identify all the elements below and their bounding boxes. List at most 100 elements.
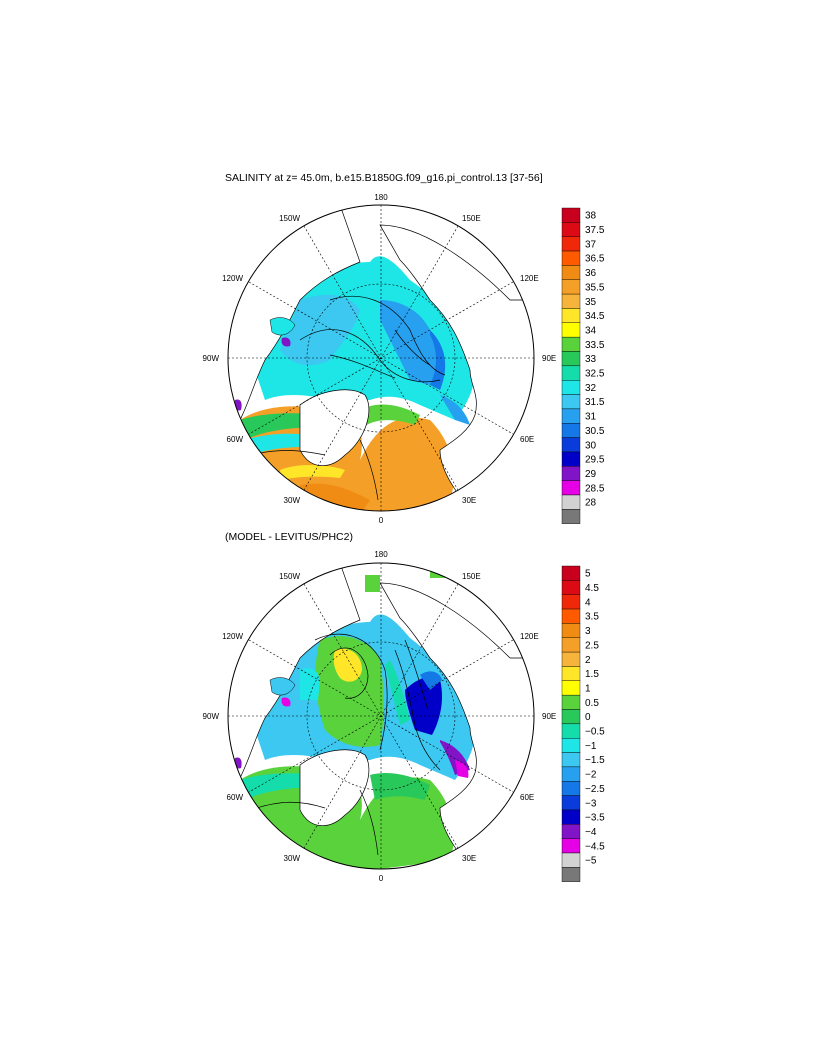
- lon-label-60w: 60W: [227, 793, 244, 802]
- colorbar-tick-label: −4: [585, 827, 597, 838]
- colorbar-tick-label: 31: [585, 412, 597, 423]
- colorbar-tick-label: 0.5: [585, 698, 599, 709]
- colorbar-tick-label: 0: [585, 712, 591, 723]
- colorbar-swatch: [561, 437, 581, 453]
- colorbar-tick-label: −1: [585, 741, 597, 752]
- colorbar-swatch: [561, 351, 581, 367]
- colorbar-tick-label: 29: [585, 469, 597, 480]
- lon-label-90e: 90E: [542, 712, 556, 721]
- colorbar-tick-label: 32.5: [585, 369, 605, 380]
- colorbar-swatch: [561, 293, 581, 309]
- lon-label-150w: 150W: [279, 572, 300, 581]
- salinity-map: 180 0 90W 90E 150W 150E 120W 120E 60W 60…: [203, 193, 557, 525]
- colorbar-tick-label: 2: [585, 655, 591, 666]
- colorbar-swatch: [561, 565, 581, 581]
- colorbar-swatch: [561, 279, 581, 295]
- colorbar-tick-label: 32: [585, 383, 597, 394]
- colorbar-swatch: [561, 466, 581, 481]
- colorbar-tick-label: 28: [585, 498, 597, 509]
- colorbar-swatch: [561, 723, 581, 739]
- colorbar-swatch: [561, 752, 581, 768]
- greenland-land: [299, 389, 370, 466]
- colorbar-tick-label: 31.5: [585, 397, 605, 408]
- lon-label-60w: 60W: [227, 435, 244, 444]
- difference-panel-title: (MODEL - LEVITUS/PHC2): [225, 531, 353, 543]
- lon-label-30e: 30E: [462, 854, 476, 863]
- greenland-land: [299, 749, 370, 826]
- colorbar-tick-label: 35: [585, 297, 597, 308]
- colorbar-tick-label: 33: [585, 354, 597, 365]
- colorbar-swatch: [561, 236, 581, 252]
- lon-label-180: 180: [374, 550, 388, 559]
- colorbar-swatch: [561, 509, 581, 524]
- colorbar-swatch: [561, 423, 581, 438]
- colorbar-swatch: [561, 781, 581, 796]
- map-boundary-circle: [227, 562, 535, 870]
- eurasia-land: [379, 582, 534, 869]
- salinity-colorbar: 38 37.5 37 36.5 36 35.5 35 34.5 34 33.5 33 32.5 32 31…: [561, 207, 605, 524]
- lon-label-60e: 60E: [520, 435, 534, 444]
- lon-label-90e: 90E: [542, 354, 556, 363]
- colorbar-tick-label: 28.5: [585, 483, 605, 494]
- lon-label-60e: 60E: [520, 793, 534, 802]
- colorbar-tick-label: 1.5: [585, 669, 599, 680]
- colorbar-swatch: [561, 809, 581, 825]
- colorbar-tick-label: 30: [585, 440, 597, 451]
- colorbar-tick-label: 30.5: [585, 426, 605, 437]
- colorbar-tick-label: −4.5: [585, 841, 605, 852]
- colorbar-swatch: [561, 824, 581, 839]
- colorbar-tick-label: 29.5: [585, 455, 605, 466]
- colorbar-swatch: [561, 694, 581, 710]
- colorbar-tick-label: 37: [585, 239, 597, 250]
- colorbar-swatch: [561, 766, 581, 782]
- lon-label-120e: 120E: [520, 632, 539, 641]
- colorbar-tick-label: −1.5: [585, 755, 605, 766]
- colorbar-tick-label: −5: [585, 856, 597, 867]
- colorbar-swatch: [561, 322, 581, 338]
- colorbar-tick-label: 2.5: [585, 640, 599, 651]
- colorbar-swatch: [561, 336, 581, 352]
- difference-colorbar: 5 4.5 4 3.5 3 2.5 2 1.5 1 0.5 0 −0.5 −1 −1.5 −2 −2.5 −3 −…: [561, 565, 605, 882]
- colorbar-tick-label: 4.5: [585, 583, 599, 594]
- lon-label-0: 0: [379, 516, 384, 525]
- colorbar-swatch: [561, 637, 581, 653]
- colorbar-tick-label: −2.5: [585, 784, 605, 795]
- colorbar-tick-label: 3.5: [585, 612, 599, 623]
- lon-label-30w: 30W: [284, 854, 301, 863]
- colorbar-tick-label: 4: [585, 597, 591, 608]
- colorbar-swatch: [561, 580, 581, 595]
- colorbar-swatch: [561, 651, 581, 667]
- colorbar-tick-label: 3: [585, 626, 591, 637]
- colorbar-swatch: [561, 408, 581, 424]
- colorbar-tick-label: 34.5: [585, 311, 605, 322]
- colorbar-tick-label: 35.5: [585, 282, 605, 293]
- colorbar-swatch: [561, 623, 581, 638]
- colorbar-tick-label: 38: [585, 211, 597, 222]
- colorbar-swatch: [561, 680, 581, 696]
- colorbar-swatch: [561, 666, 581, 682]
- colorbar-tick-label: −0.5: [585, 727, 605, 738]
- colorbar-tick-label: 37.5: [585, 225, 605, 236]
- lon-label-120w: 120W: [222, 632, 243, 641]
- colorbar-swatch: [561, 795, 581, 811]
- lon-label-30e: 30E: [462, 496, 476, 505]
- lon-label-30w: 30W: [284, 496, 301, 505]
- colorbar-swatch: [561, 222, 581, 237]
- colorbar-tick-label: 5: [585, 569, 591, 580]
- colorbar-swatch: [561, 867, 581, 882]
- colorbar-swatch: [561, 265, 581, 280]
- colorbar-swatch: [561, 394, 581, 410]
- colorbar-swatch: [561, 365, 581, 381]
- colorbar-swatch: [561, 738, 581, 753]
- lon-label-90w: 90W: [203, 712, 220, 721]
- colorbar-tick-label: 1: [585, 683, 591, 694]
- colorbar-swatch: [561, 308, 581, 324]
- colorbar-swatch: [561, 494, 581, 510]
- colorbar-tick-label: 36: [585, 268, 597, 279]
- colorbar-tick-label: −3.5: [585, 813, 605, 824]
- colorbar-swatch: [561, 480, 581, 496]
- colorbar-swatch: [561, 451, 581, 467]
- colorbar-swatch: [561, 380, 581, 395]
- lon-label-0: 0: [379, 874, 384, 883]
- map-boundary-circle: [227, 204, 535, 512]
